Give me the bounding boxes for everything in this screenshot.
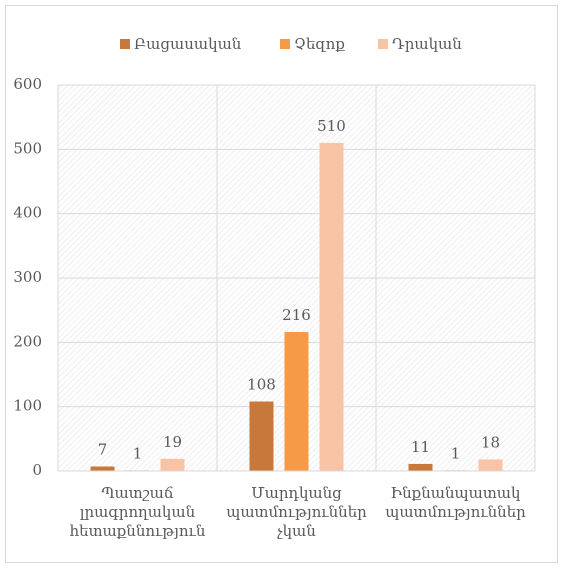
bar <box>319 142 344 471</box>
bar <box>90 466 115 471</box>
bar <box>160 458 185 471</box>
value-label: 11 <box>411 438 430 456</box>
value-label: 108 <box>247 376 276 394</box>
value-label: 216 <box>282 306 311 324</box>
y-tick-label: 600 <box>13 75 42 93</box>
value-label: 1 <box>451 444 461 462</box>
y-tick-label: 200 <box>13 332 42 350</box>
y-tick-label: 300 <box>13 268 42 286</box>
y-tick-label: 0 <box>32 461 42 479</box>
value-label: 7 <box>98 440 108 458</box>
legend-label: Չեզոք <box>294 35 345 53</box>
legend-label: Դրական <box>392 35 462 53</box>
x-tick-label: Պատշաճ լրագրողական հետաքննություն <box>70 484 206 540</box>
x-tick-label: Մարդկանց պատմություններ չկան <box>226 484 367 540</box>
y-tick-label: 400 <box>13 204 42 222</box>
bar <box>408 463 433 471</box>
bar <box>478 459 503 471</box>
y-tick-label: 100 <box>13 397 42 415</box>
bar <box>284 332 309 471</box>
bar <box>249 401 274 471</box>
value-label: 18 <box>481 433 500 451</box>
value-label: 1 <box>133 444 143 462</box>
legend-swatch <box>378 39 388 49</box>
value-label: 19 <box>163 433 182 451</box>
value-label: 510 <box>317 117 346 135</box>
legend-label: Բացասական <box>134 35 242 53</box>
y-tick-label: 500 <box>13 139 42 157</box>
legend-swatch <box>120 39 130 49</box>
legend-swatch <box>280 39 290 49</box>
x-tick-label: Ինքնանպատակ պատմություններ <box>385 484 526 521</box>
